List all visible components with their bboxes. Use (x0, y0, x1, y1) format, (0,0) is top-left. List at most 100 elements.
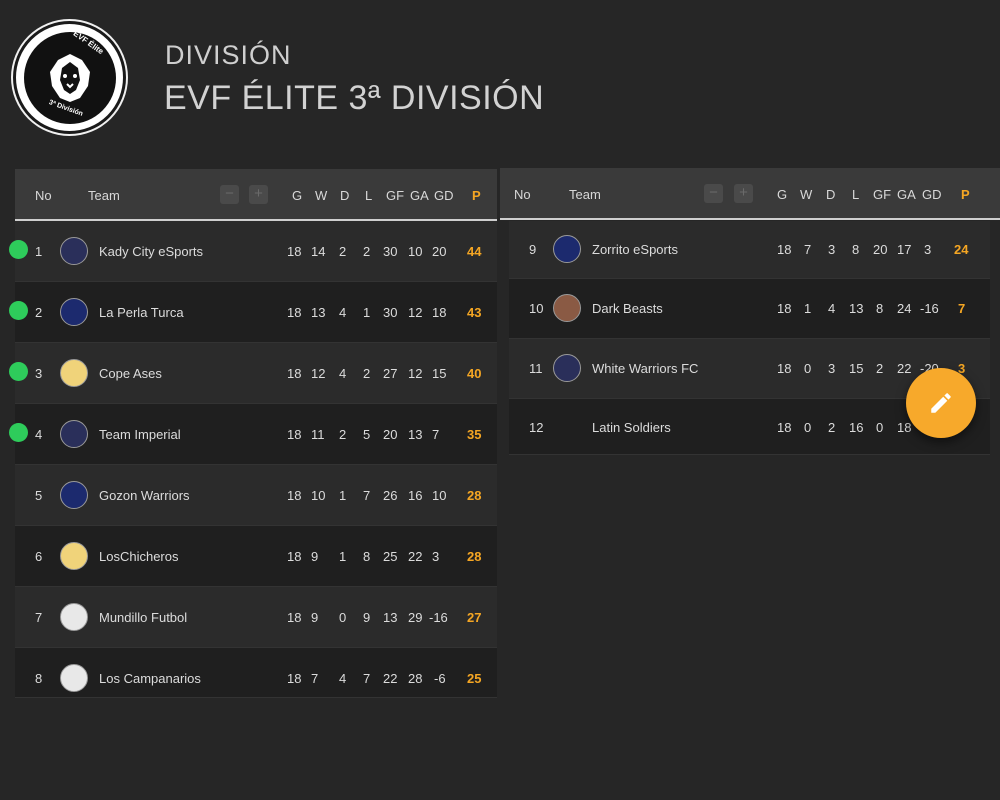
stat-ga: 22 (408, 549, 423, 564)
stat-d: 1 (339, 488, 347, 503)
stat-gf: 20 (383, 427, 398, 442)
stat-l: 15 (849, 361, 864, 376)
team-crest (553, 235, 581, 263)
team-name[interactable]: LosChicheros (99, 549, 179, 564)
expand-columns-button[interactable]: + (734, 184, 753, 203)
team-crest (553, 294, 581, 322)
table-row[interactable]: 8 Los Campanarios 18 7 4 7 22 28 -6 25 (15, 648, 497, 698)
team-name[interactable]: Kady City eSports (99, 244, 204, 259)
stat-l: 1 (363, 305, 371, 320)
stat-g: 18 (777, 420, 792, 435)
col-gd: GD (434, 188, 454, 203)
col-team: Team (569, 187, 601, 202)
stat-w: 0 (804, 361, 812, 376)
table-row[interactable]: 2 La Perla Turca 18 13 4 1 30 12 18 43 (9, 282, 497, 343)
row-no: 9 (529, 242, 537, 257)
stat-l: 7 (363, 488, 371, 503)
stat-p: 43 (467, 305, 482, 320)
table-row[interactable]: 6 LosChicheros 18 9 1 8 25 22 3 28 (15, 526, 497, 587)
team-name[interactable]: Mundillo Futbol (99, 610, 188, 625)
stat-g: 18 (287, 488, 302, 503)
stat-g: 18 (287, 305, 302, 320)
stat-gd: -16 (429, 610, 448, 625)
expand-columns-button[interactable]: + (249, 185, 268, 204)
stat-gf: 2 (876, 361, 884, 376)
table-row[interactable]: 1 Kady City eSports 18 14 2 2 30 10 20 4… (9, 221, 497, 282)
stat-gf: 22 (383, 671, 398, 686)
stat-gd: 15 (432, 366, 447, 381)
col-gf: GF (873, 187, 892, 202)
stat-l: 5 (363, 427, 371, 442)
stat-p: 25 (467, 671, 482, 686)
stat-ga: 24 (897, 301, 912, 316)
stat-p: 28 (467, 488, 482, 503)
table-row[interactable]: 9 Zorrito eSports 18 7 3 8 20 17 3 24 (509, 221, 990, 279)
team-crest (60, 420, 88, 448)
stat-p: 3 (958, 361, 966, 376)
table-row[interactable]: 3 Cope Ases 18 12 4 2 27 12 15 40 (9, 343, 497, 404)
stat-gd: 20 (432, 244, 447, 259)
stat-g: 18 (777, 301, 792, 316)
team-name[interactable]: La Perla Turca (99, 305, 184, 320)
stat-l: 16 (849, 420, 864, 435)
stat-l: 9 (363, 610, 371, 625)
stat-gf: 13 (383, 610, 398, 625)
row-no: 10 (529, 301, 544, 316)
stat-g: 18 (287, 366, 302, 381)
col-gd: GD (922, 187, 942, 202)
pencil-icon (931, 393, 951, 413)
stat-w: 1 (804, 301, 812, 316)
col-g: G (777, 187, 788, 202)
team-name[interactable]: Cope Ases (99, 366, 162, 381)
table-row[interactable]: 5 Gozon Warriors 18 10 1 7 26 16 10 28 (15, 465, 497, 526)
team-name[interactable]: Team Imperial (99, 427, 181, 442)
team-name[interactable]: Zorrito eSports (592, 242, 678, 257)
team-name[interactable]: Gozon Warriors (99, 488, 190, 503)
stat-gd: 18 (432, 305, 447, 320)
stat-g: 18 (777, 361, 792, 376)
col-l: L (365, 188, 373, 203)
team-name[interactable]: Latin Soldiers (592, 420, 671, 435)
stat-w: 9 (311, 549, 319, 564)
stat-p: 27 (467, 610, 482, 625)
stat-gf: 30 (383, 305, 398, 320)
stat-d: 2 (828, 420, 836, 435)
lion-emblem: EVF Élite 3ª División (23, 28, 116, 124)
stat-ga: 28 (408, 671, 423, 686)
team-crest (60, 481, 88, 509)
stat-ga: 22 (897, 361, 912, 376)
collapse-columns-button[interactable]: − (220, 185, 239, 204)
table-row[interactable]: 7 Mundillo Futbol 18 9 0 9 13 29 -16 27 (15, 587, 497, 648)
table-row[interactable]: 4 Team Imperial 18 11 2 5 20 13 7 35 (9, 404, 497, 465)
stat-w: 9 (311, 610, 319, 625)
stat-ga: 16 (408, 488, 423, 503)
stat-d: 4 (339, 305, 347, 320)
team-crest (553, 354, 581, 382)
col-w: W (800, 187, 813, 202)
stat-ga: 12 (408, 366, 423, 381)
stat-g: 18 (287, 610, 302, 625)
team-name[interactable]: White Warriors FC (592, 361, 699, 376)
division-label: DIVISIÓN (165, 40, 292, 70)
stat-gf: 27 (383, 366, 398, 381)
col-no: No (35, 188, 52, 203)
team-crest (60, 298, 88, 326)
col-p: P (472, 188, 481, 203)
row-no: 3 (35, 366, 43, 381)
edit-button[interactable] (906, 368, 976, 438)
stat-l: 7 (363, 671, 371, 686)
team-crest (60, 603, 88, 631)
standings-table-right: No Team − + G W D L GF GA GD P (500, 168, 1000, 220)
stat-ga: 10 (408, 244, 423, 259)
stat-ga: 17 (897, 242, 912, 257)
stat-gd: 3 (924, 242, 932, 257)
team-name[interactable]: Dark Beasts (592, 301, 663, 316)
table-row[interactable]: 10 Dark Beasts 18 1 4 13 8 24 -16 7 (509, 279, 990, 339)
col-ga: GA (897, 187, 916, 202)
team-name[interactable]: Los Campanarios (99, 671, 201, 686)
stat-ga: 12 (408, 305, 423, 320)
collapse-columns-button[interactable]: − (704, 184, 723, 203)
qualification-indicator (9, 423, 28, 442)
page-title: EVF ÉLITE 3ª DIVISIÓN (164, 79, 545, 117)
row-no: 1 (35, 244, 43, 259)
